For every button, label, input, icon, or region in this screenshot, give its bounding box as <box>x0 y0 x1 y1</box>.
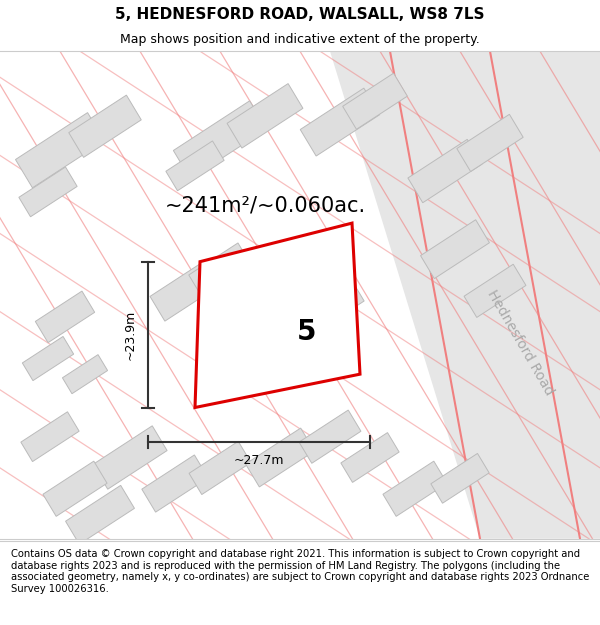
Polygon shape <box>150 261 220 321</box>
Polygon shape <box>69 95 141 158</box>
Text: 5, HEDNESFORD ROAD, WALSALL, WS8 7LS: 5, HEDNESFORD ROAD, WALSALL, WS8 7LS <box>115 7 485 22</box>
Polygon shape <box>195 223 360 408</box>
Polygon shape <box>341 432 399 482</box>
Polygon shape <box>166 141 224 191</box>
Polygon shape <box>421 220 490 279</box>
Polygon shape <box>189 441 251 494</box>
Polygon shape <box>279 301 341 354</box>
Polygon shape <box>245 428 314 487</box>
Polygon shape <box>300 88 380 156</box>
Polygon shape <box>343 73 407 129</box>
Polygon shape <box>408 139 482 202</box>
Polygon shape <box>383 461 447 516</box>
Polygon shape <box>299 410 361 463</box>
Polygon shape <box>217 292 273 341</box>
Polygon shape <box>431 453 489 503</box>
Polygon shape <box>16 112 104 188</box>
Polygon shape <box>243 319 297 366</box>
Polygon shape <box>93 426 167 489</box>
Polygon shape <box>21 412 79 462</box>
Polygon shape <box>464 264 526 318</box>
Text: ~241m²/~0.060ac.: ~241m²/~0.060ac. <box>164 196 365 216</box>
Polygon shape <box>227 84 303 148</box>
Text: Contains OS data © Crown copyright and database right 2021. This information is : Contains OS data © Crown copyright and d… <box>11 549 589 594</box>
Text: ~23.9m: ~23.9m <box>124 309 137 360</box>
Polygon shape <box>65 486 134 544</box>
Polygon shape <box>142 455 208 512</box>
Polygon shape <box>35 291 95 342</box>
Polygon shape <box>43 461 107 516</box>
Polygon shape <box>306 281 364 331</box>
Text: 5: 5 <box>297 318 317 346</box>
Polygon shape <box>173 101 266 179</box>
Polygon shape <box>19 167 77 217</box>
Text: ~27.7m: ~27.7m <box>234 454 284 467</box>
Text: Hednesford Road: Hednesford Road <box>484 288 556 398</box>
Polygon shape <box>62 354 107 394</box>
Polygon shape <box>330 51 600 539</box>
Polygon shape <box>189 243 251 297</box>
Text: Map shows position and indicative extent of the property.: Map shows position and indicative extent… <box>120 34 480 46</box>
Polygon shape <box>22 336 74 381</box>
Polygon shape <box>457 114 523 171</box>
